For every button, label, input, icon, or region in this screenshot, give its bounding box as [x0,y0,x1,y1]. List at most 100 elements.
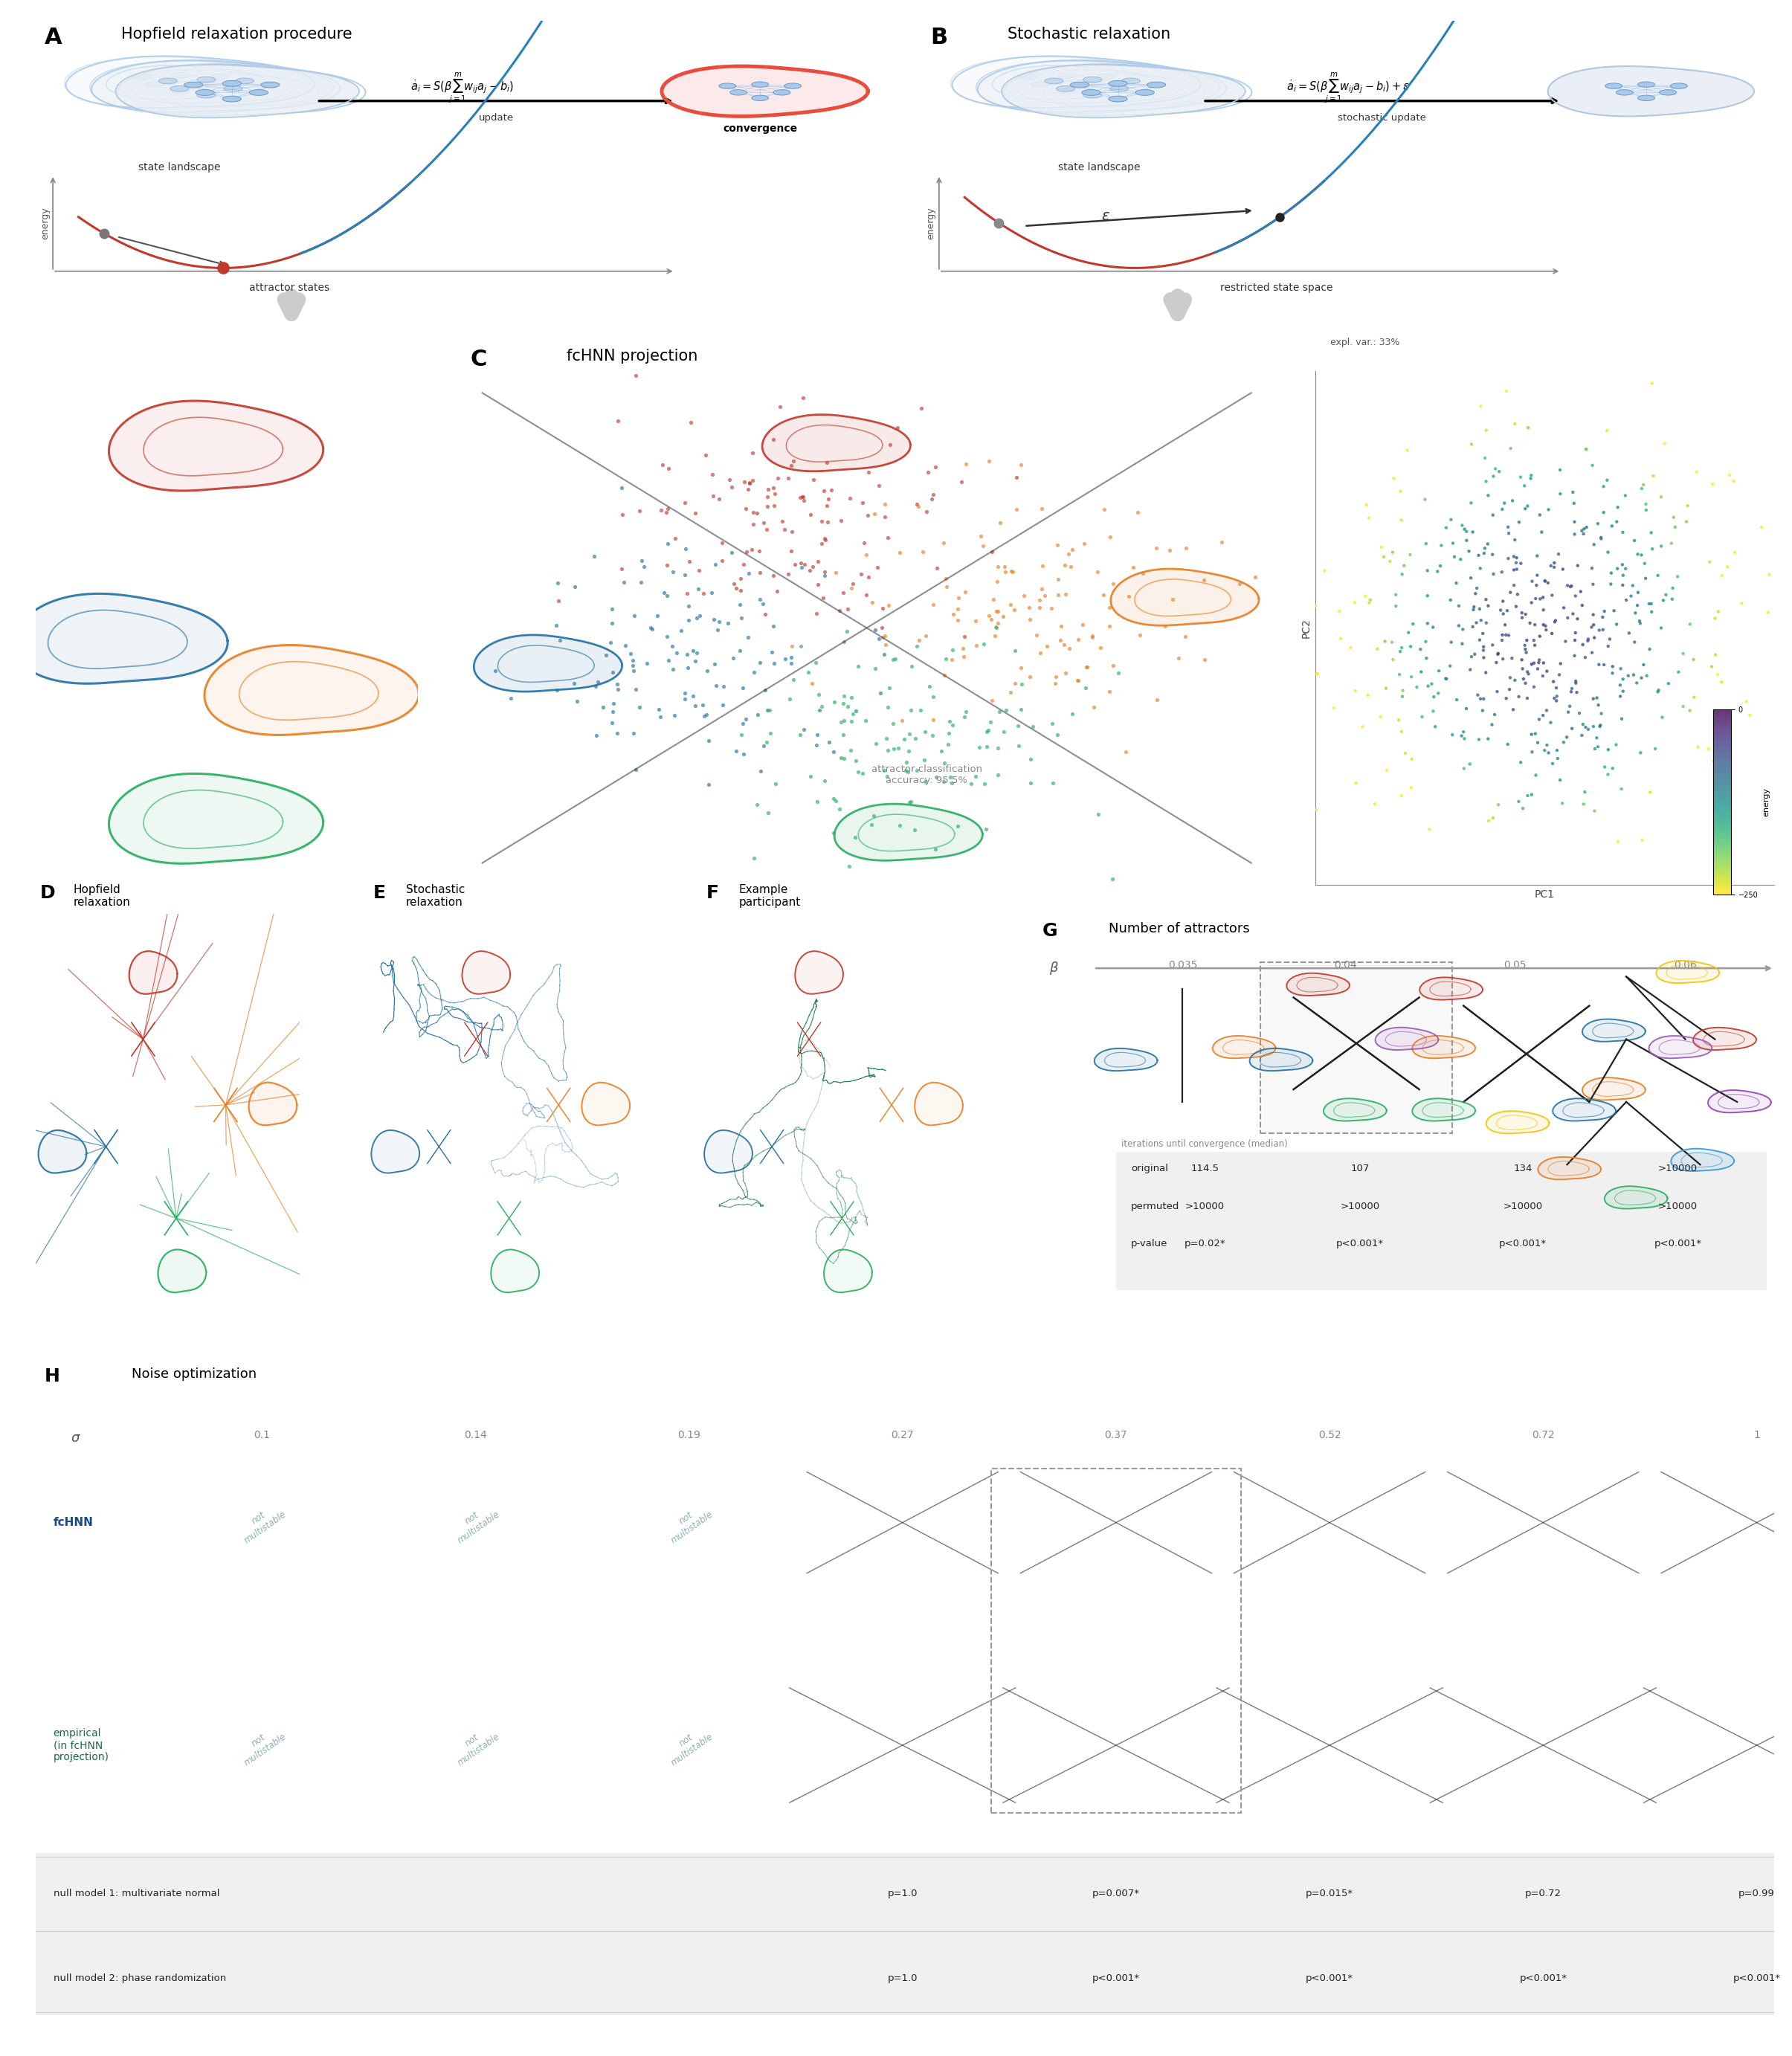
Point [830,703,858,736]
Point [726,588,754,621]
Point [1382,590,1410,623]
Point [837,681,866,713]
Point [1529,660,1557,693]
Ellipse shape [1020,74,1038,80]
Point [1414,580,1443,613]
Point [1570,512,1598,545]
Point [871,487,900,520]
Point [1455,654,1484,687]
Text: 0.035: 0.035 [1168,960,1197,970]
Point [1029,549,1057,582]
Point [1466,592,1495,625]
Point [611,629,640,662]
Point [692,438,720,471]
Ellipse shape [222,97,242,103]
Point [686,598,715,631]
Point [685,553,713,586]
Point [609,565,638,598]
Text: Stochastic
relaxation: Stochastic relaxation [407,884,464,909]
Point [1579,567,1607,600]
Point [1511,666,1539,699]
Point [699,479,728,512]
Point [581,670,609,703]
Point [745,555,774,588]
Point [681,498,710,530]
Point [840,695,869,728]
Polygon shape [1213,1036,1276,1059]
Point [754,693,783,726]
Text: energy: energy [39,208,50,238]
Point [1425,676,1453,709]
Point [898,650,926,683]
Point [1719,465,1747,498]
Point [1340,674,1369,707]
Point [1543,734,1572,767]
Point [1464,678,1493,711]
Point [1590,594,1618,627]
Point [1487,619,1516,652]
Point [1518,586,1546,619]
Point [1593,759,1622,792]
Point [1602,609,1631,641]
Point [1417,668,1446,701]
Text: empirical
(in fcHNN
projection): empirical (in fcHNN projection) [54,1727,109,1762]
Point [692,697,720,730]
Point [1505,681,1534,713]
Point [633,648,661,681]
Point [1541,604,1570,637]
Point [1371,672,1400,705]
Ellipse shape [1616,90,1633,95]
Point [961,604,989,637]
Point [1550,592,1579,625]
Point [1624,576,1652,609]
Point [1538,580,1566,613]
Point [1471,533,1500,565]
Point [1650,428,1679,461]
Point [1561,639,1590,672]
Polygon shape [249,1081,297,1125]
Text: Number of attractors: Number of attractors [1109,923,1249,935]
Polygon shape [1486,1110,1550,1133]
Point [1426,549,1455,582]
Point [762,767,790,800]
Point [751,598,780,631]
Point [1303,658,1331,691]
Point [973,715,1002,748]
Point [679,633,708,666]
Point [998,555,1027,588]
Point [616,637,645,670]
Point [618,650,647,683]
Point [1027,572,1055,604]
Text: $\sigma$: $\sigma$ [70,1431,81,1445]
Point [717,471,745,504]
Point [1002,461,1030,493]
Point [1631,547,1659,580]
Point [1503,785,1532,818]
Point [1129,557,1158,590]
Point [1529,646,1557,678]
Point [1055,633,1084,666]
Point [733,535,762,567]
Point [778,535,806,567]
Point [815,726,844,759]
Point [1016,602,1045,635]
Point [1572,510,1600,543]
Polygon shape [1324,1098,1387,1121]
Point [1598,752,1627,785]
Point [685,574,713,607]
Point [1007,448,1036,481]
Point [1638,366,1667,399]
Point [643,693,672,726]
Point [742,498,771,530]
Point [1581,528,1609,561]
Point [683,602,711,635]
Point [828,718,857,750]
Point [977,705,1005,738]
Ellipse shape [1082,93,1102,99]
Point [1713,551,1742,584]
Point [894,734,923,767]
Point [1484,637,1512,670]
Point [1568,588,1597,621]
Point [728,672,756,705]
Point [1457,639,1486,672]
